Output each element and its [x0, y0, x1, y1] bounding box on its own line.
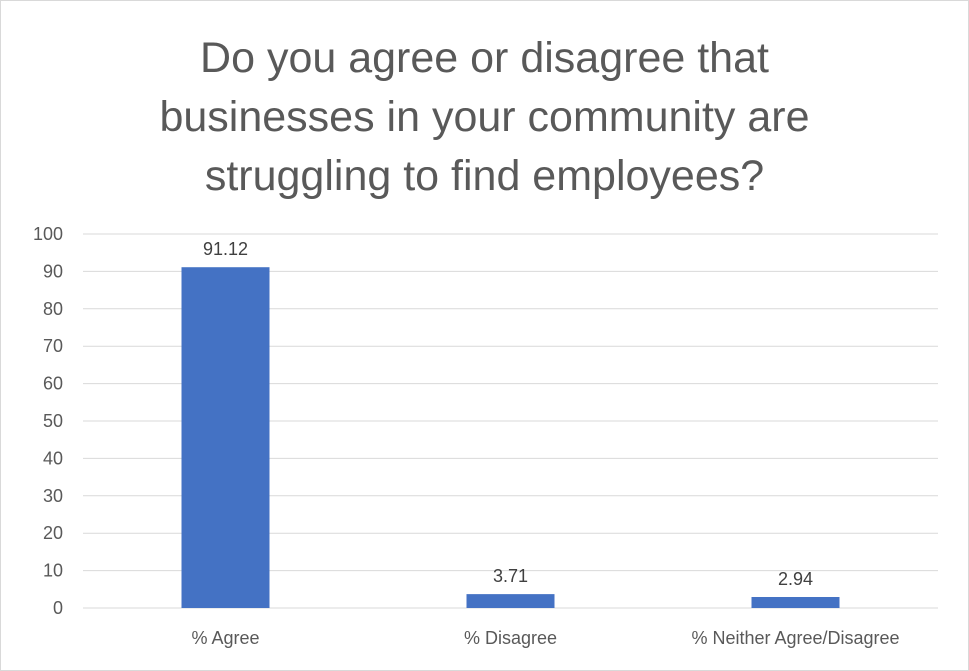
y-tick-label-100: 100 [33, 224, 63, 244]
y-tick-label-0: 0 [53, 598, 63, 618]
y-tick-label-40: 40 [43, 448, 63, 468]
data-label-2: 3.71 [493, 566, 528, 586]
bar-3 [751, 597, 840, 608]
y-tick-label-60: 60 [43, 374, 63, 394]
y-tick-label-90: 90 [43, 261, 63, 281]
y-tick-label-10: 10 [43, 561, 63, 581]
y-tick-label-50: 50 [43, 411, 63, 431]
bar-1 [181, 267, 270, 608]
x-category-label-2: % Disagree [464, 628, 557, 648]
bar-2 [466, 594, 555, 608]
y-tick-label-30: 30 [43, 486, 63, 506]
y-tick-label-70: 70 [43, 336, 63, 356]
data-label-3: 2.94 [778, 569, 813, 589]
chart-title: Do you agree or disagree that businesses… [159, 34, 810, 200]
data-label-1: 91.12 [203, 239, 248, 259]
y-tick-label-80: 80 [43, 299, 63, 319]
y-tick-label-20: 20 [43, 523, 63, 543]
x-category-label-1: % Agree [191, 628, 259, 648]
x-category-label-3: % Neither Agree/Disagree [691, 628, 899, 648]
